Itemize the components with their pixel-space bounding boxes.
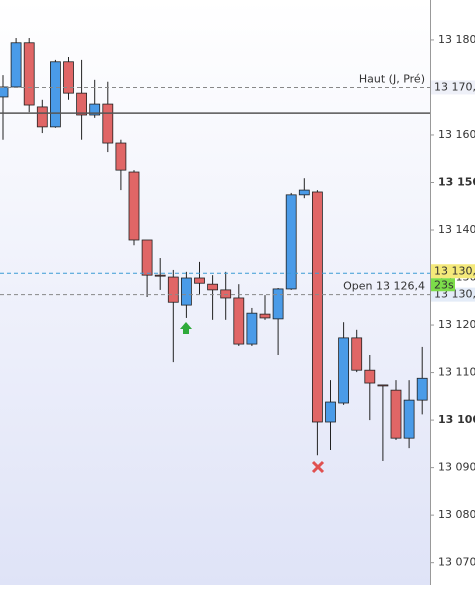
candle-body (180, 277, 192, 306)
buy-arrow (180, 322, 192, 334)
y-tick-label: 13 160 (438, 128, 475, 141)
candle-body (76, 92, 87, 116)
candle-body (141, 239, 153, 276)
candle-body (351, 337, 363, 371)
candle-body (154, 274, 166, 277)
plot-background (0, 0, 430, 585)
candle-body (311, 191, 323, 423)
candle-body (50, 61, 61, 128)
y-tick-label: 13 080 (438, 508, 475, 521)
price-label: 13 170, (434, 80, 475, 93)
candle-body (403, 399, 415, 439)
candle-body (416, 377, 428, 401)
y-tick-label: 13 100 (438, 413, 475, 426)
y-tick-label: 13 110 (438, 366, 475, 379)
candle-body (23, 42, 35, 106)
price-label-box (431, 80, 475, 95)
candle-body (259, 313, 271, 319)
y-tick-label: 13 150 (438, 175, 475, 188)
candle-body (102, 103, 114, 144)
candle-body (285, 194, 297, 290)
marks: 13 070 13 080 13 090 13 100 13 110 13 120 13 1… (0, 33, 475, 569)
candle-body (220, 289, 232, 299)
candle-body (272, 288, 284, 320)
candle-body (0, 86, 9, 98)
candle-body (390, 389, 402, 439)
candle-body (377, 384, 389, 387)
timer-label: 23s (434, 278, 454, 291)
candle-body (207, 283, 219, 291)
candle-body (10, 42, 22, 88)
candle-body (246, 312, 258, 345)
candle-body (89, 103, 101, 116)
reference-label: Open 13 126,4 (343, 280, 425, 293)
reference-label: Haut (J, Pré) (359, 72, 425, 85)
timer-badge (431, 278, 455, 292)
y-tick-label: 13 180 (438, 33, 475, 46)
candle-body (36, 106, 48, 128)
sell-cross (311, 460, 325, 474)
candle-body (233, 297, 245, 345)
price-label-box (431, 264, 475, 279)
candle-body (298, 189, 310, 196)
candle-body (338, 337, 350, 404)
price-label: 13 130, (434, 264, 475, 277)
candle-body (194, 277, 205, 284)
y-tick-label: 13 120 (438, 318, 475, 331)
y-tick-label: 13 090 (438, 461, 475, 474)
y-tick-label: 13 070 (438, 556, 475, 569)
candle-body (115, 142, 127, 171)
candle-body (63, 61, 74, 94)
candle-body (128, 171, 140, 241)
candle-body (325, 401, 336, 423)
candle-body (364, 369, 376, 384)
y-tick-label: 13 140 (438, 223, 475, 236)
candle-body (167, 276, 179, 303)
